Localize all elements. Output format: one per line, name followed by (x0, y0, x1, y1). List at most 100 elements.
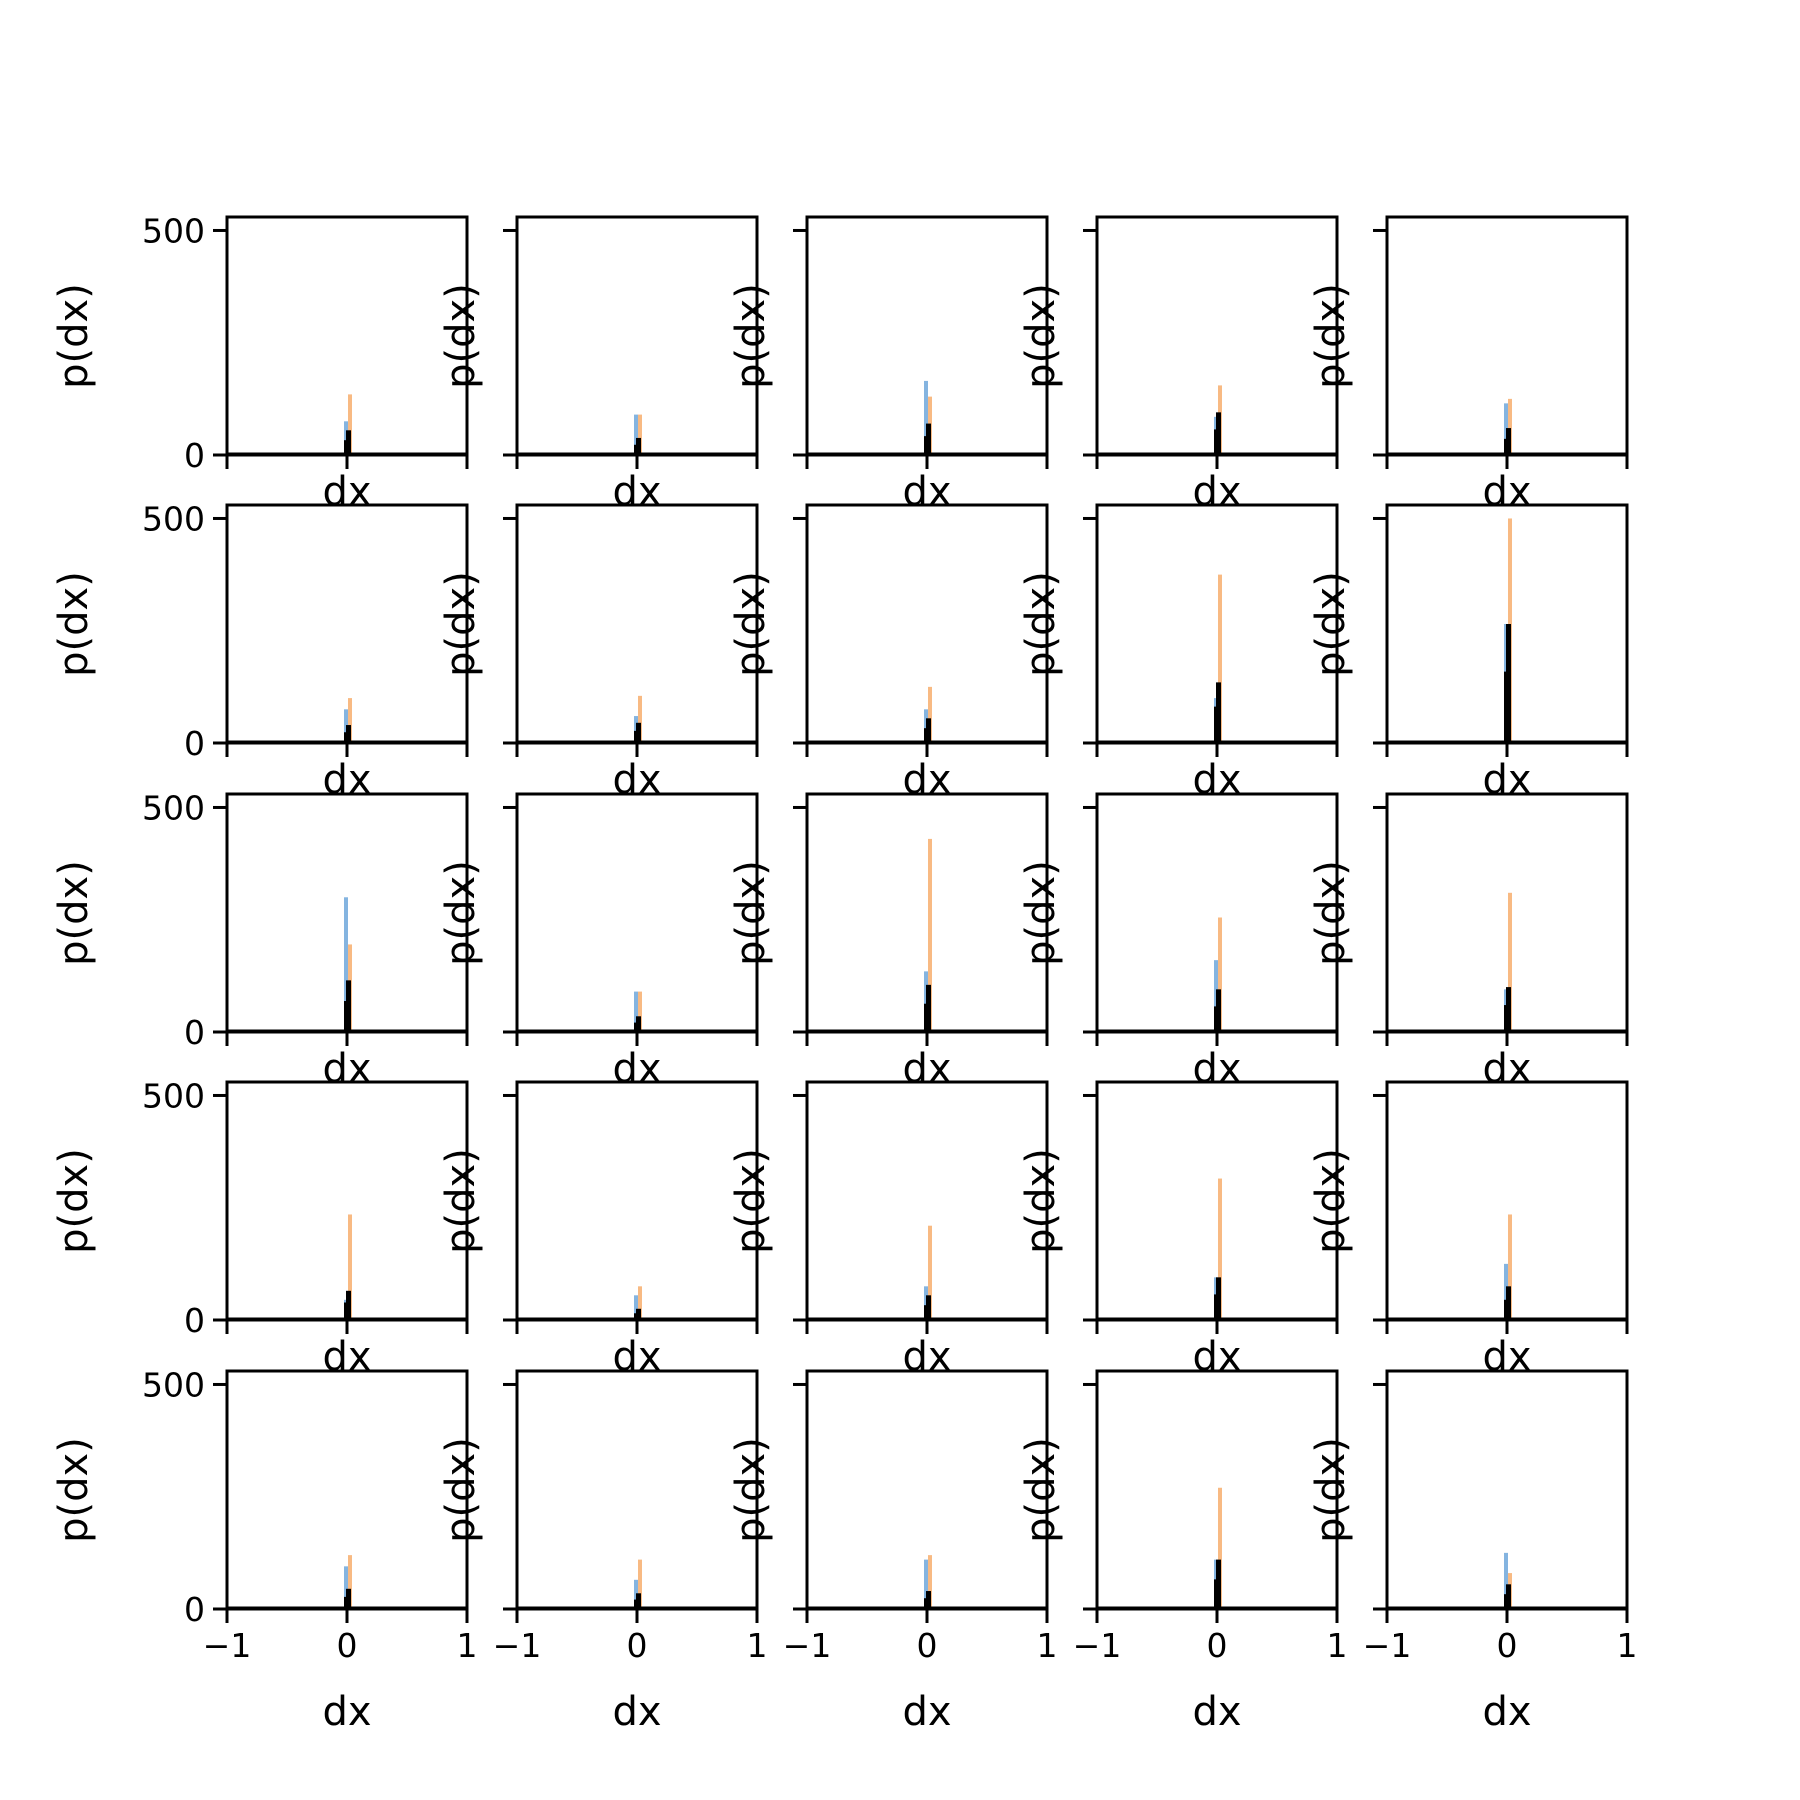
bar-black-shoulder (634, 1599, 637, 1609)
bar-orange (348, 394, 352, 455)
subplot-panel-11 (213, 792, 469, 1046)
y-axis-label: p(dx) (728, 860, 774, 966)
bar-black-shoulder (1214, 1294, 1217, 1320)
y-axis-label: p(dx) (1018, 571, 1064, 677)
bar-orange (1508, 1214, 1512, 1320)
y-axis-label: p(dx) (51, 1148, 97, 1254)
y-tick-label: 0 (184, 1013, 205, 1052)
bar-blue (1504, 1552, 1508, 1609)
y-axis-label: p(dx) (1018, 1148, 1064, 1254)
x-axis-label: dx (902, 469, 951, 515)
y-tick-label: 0 (184, 436, 205, 475)
y-axis-label: p(dx) (51, 571, 97, 677)
bar-black (1216, 412, 1221, 455)
bar-orange (638, 991, 642, 1032)
x-tick-label: −1 (1363, 1626, 1412, 1665)
x-tick-label: 0 (917, 1626, 938, 1665)
bar-orange (1218, 917, 1222, 1032)
subplot-panel-17 (503, 1080, 759, 1334)
x-axis-label: dx (1192, 757, 1241, 803)
bar-black (1506, 1584, 1511, 1609)
bar-black-shoulder (924, 1305, 927, 1320)
subplot-panel-23 (793, 1369, 1049, 1623)
subplot-panel-4 (1083, 215, 1339, 469)
x-tick-label: −1 (783, 1626, 832, 1665)
y-axis-label: p(dx) (51, 860, 97, 966)
bar-orange (1218, 1487, 1222, 1609)
y-tick-label: 500 (142, 211, 205, 250)
bar-orange (1508, 398, 1512, 455)
subplot-panel-12 (503, 792, 759, 1046)
bar-orange (928, 686, 932, 743)
bar-orange (638, 1559, 642, 1609)
bar-blue (924, 1559, 928, 1609)
y-axis-label: p(dx) (51, 283, 97, 389)
axes-frame (515, 1080, 759, 1322)
bar-black (636, 1593, 641, 1609)
bar-blue (924, 380, 928, 455)
y-axis-label: p(dx) (438, 283, 484, 389)
bar-orange (638, 695, 642, 743)
bar-black-shoulder (1504, 438, 1507, 455)
bar-black (346, 1290, 351, 1320)
axes-frame (515, 1369, 759, 1611)
subplot-panel-16 (213, 1080, 469, 1334)
x-axis-label: dx (1192, 1046, 1241, 1092)
x-axis-label: dx (1482, 1046, 1531, 1092)
bar-black (1506, 624, 1511, 743)
bar-black (1506, 987, 1511, 1032)
x-axis-label: dx (902, 1334, 951, 1380)
bar-orange (1218, 1178, 1222, 1320)
y-axis-label: p(dx) (1308, 860, 1354, 966)
bar-orange (928, 838, 932, 1032)
bar-blue (634, 414, 638, 455)
y-tick-label: 500 (142, 1365, 205, 1404)
subplot-panel-19 (1083, 1080, 1339, 1334)
bar-orange (928, 1225, 932, 1320)
x-axis-label: dx (612, 1689, 661, 1735)
y-axis-label: p(dx) (1308, 1148, 1354, 1254)
y-tick-label: 0 (184, 1590, 205, 1629)
subplot-panel-3 (793, 215, 1049, 469)
y-axis-label: p(dx) (51, 1437, 97, 1543)
subplot-panel-18 (793, 1080, 1049, 1334)
bar-orange (348, 1214, 352, 1320)
x-axis-label: dx (1482, 1689, 1531, 1735)
x-axis-label: dx (902, 1046, 951, 1092)
bar-black-shoulder (634, 1313, 637, 1320)
x-axis-label: dx (1482, 757, 1531, 803)
x-axis-label: dx (1192, 1334, 1241, 1380)
bar-black (346, 980, 351, 1032)
x-tick-label: −1 (1073, 1626, 1122, 1665)
subplot-panel-20 (1373, 1080, 1629, 1334)
y-axis-label: p(dx) (438, 1148, 484, 1254)
bar-black (926, 423, 931, 455)
x-axis-label: dx (322, 469, 371, 515)
bar-blue (634, 991, 638, 1032)
bar-black (1216, 1559, 1221, 1609)
x-tick-label: 1 (457, 1626, 478, 1665)
x-tick-label: 0 (1497, 1626, 1518, 1665)
bar-orange (928, 1555, 932, 1609)
axes-frame (225, 503, 469, 745)
bar-blue (634, 1295, 638, 1320)
bar-black-shoulder (634, 444, 637, 455)
x-tick-label: 0 (627, 1626, 648, 1665)
bar-black-shoulder (924, 1598, 927, 1609)
bar-orange (1218, 574, 1222, 743)
bar-black (1216, 682, 1221, 743)
y-axis-label: p(dx) (438, 860, 484, 966)
bar-black (346, 725, 351, 743)
bar-black-shoulder (1504, 1594, 1507, 1609)
y-axis-label: p(dx) (1308, 571, 1354, 677)
subplot-panel-7 (503, 503, 759, 757)
y-tick-label: 500 (142, 1076, 205, 1115)
x-tick-label: 0 (337, 1626, 358, 1665)
y-axis-label: p(dx) (728, 283, 774, 389)
subplot-panel-21 (213, 1369, 469, 1623)
y-axis-label: p(dx) (728, 571, 774, 677)
bar-black-shoulder (344, 1302, 347, 1320)
bar-black (346, 1588, 351, 1609)
axes-frame (225, 215, 469, 457)
